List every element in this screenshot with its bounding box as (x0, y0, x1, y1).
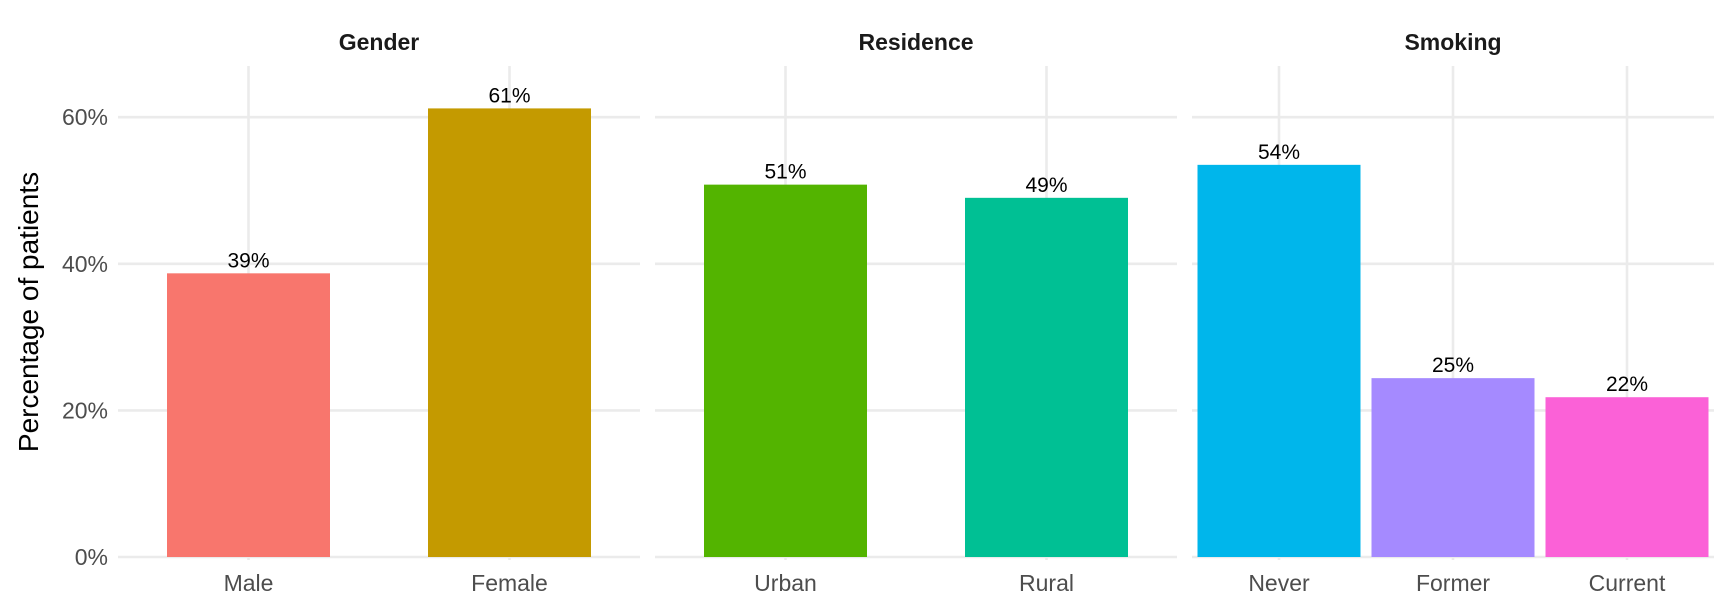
bar-former (1371, 378, 1535, 557)
facet-title: Residence (858, 29, 973, 55)
y-tick-label: 60% (62, 104, 108, 130)
bar-value-label: 25% (1432, 354, 1474, 377)
bar-value-label: 54% (1258, 141, 1300, 164)
y-axis-title: Percentage of patients (13, 172, 44, 452)
bar-value-label: 61% (488, 84, 530, 107)
x-tick-label: Male (224, 570, 274, 596)
x-tick-label: Never (1248, 570, 1310, 596)
bar-value-label: 51% (764, 161, 806, 184)
x-tick-label: Current (1589, 570, 1666, 596)
bar-value-label: 22% (1606, 373, 1648, 396)
bar-current (1545, 397, 1709, 557)
facet-panel-gender: Gender 39% Male 61% Female (118, 29, 640, 596)
bar-value-label: 49% (1025, 174, 1067, 197)
x-tick-label: Rural (1019, 570, 1074, 596)
facet-panel-residence: Residence 51% Urban 49% Rural (655, 29, 1177, 596)
y-tick-label: 20% (62, 397, 108, 423)
bar-female (428, 108, 591, 558)
bar-male (167, 273, 330, 557)
bar-rural (965, 197, 1128, 557)
facet-title: Gender (339, 29, 420, 55)
facet-panels: 0% 20% 40% 60% Gender 39% Male 61% Female Residen… (62, 29, 1714, 596)
x-tick-label: Former (1416, 570, 1490, 596)
x-tick-label: Female (471, 570, 548, 596)
facet-panel-smoking: Smoking 54% Never 25% Former 22% Current (1192, 29, 1714, 596)
bar-never (1197, 164, 1361, 557)
y-tick-label: 0% (75, 544, 108, 570)
facet-title: Smoking (1404, 29, 1501, 55)
y-tick-label: 40% (62, 251, 108, 277)
bar-value-label: 39% (227, 249, 269, 272)
x-tick-label: Urban (754, 570, 817, 596)
bar-urban (704, 184, 867, 558)
